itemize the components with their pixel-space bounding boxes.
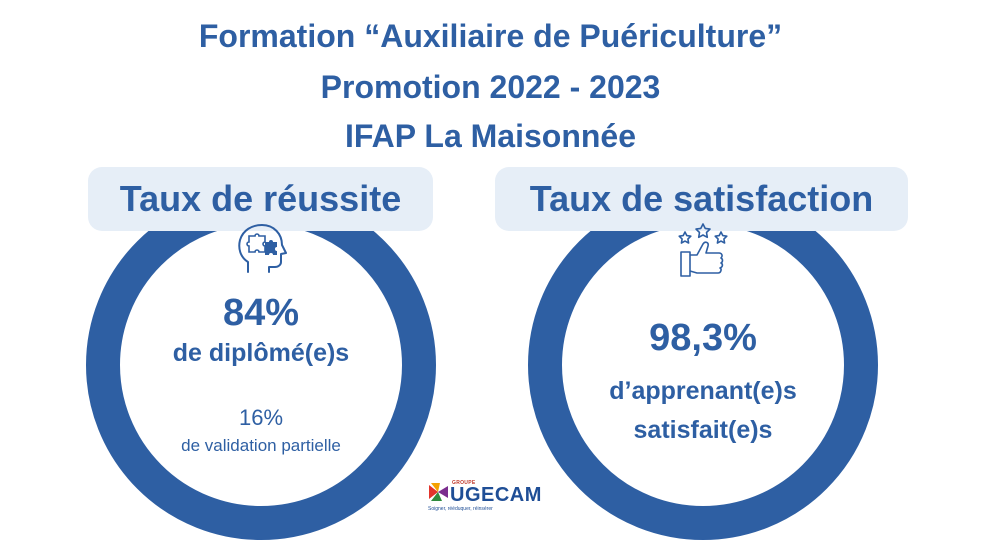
title-formation: Formation “Auxiliaire de Puériculture” (198, 18, 783, 54)
thumbs-up-stars-icon (678, 223, 728, 277)
satisfaction-label-line1: d’apprenant(e)s (609, 377, 797, 405)
success-title: Taux de réussite (119, 178, 402, 219)
title-institution: IFAP La Maisonnée (344, 118, 637, 154)
satisfaction-label-line2: satisfait(e)s (633, 416, 773, 444)
success-title-pill: Taux de réussite (88, 167, 433, 231)
ugecam-tagline: Soigner, rééduquer, réinsérer (428, 506, 493, 512)
satisfaction-title: Taux de satisfaction (529, 178, 874, 219)
success-rate-value: 84% (222, 292, 300, 334)
partial-validation-label: de validation partielle (181, 436, 341, 455)
title-promotion: Promotion 2022 - 2023 (320, 69, 661, 105)
ugecam-logo-mark-icon (429, 483, 448, 501)
brain-puzzle-icon (238, 224, 287, 273)
success-rate-label: de diplômé(e)s (172, 339, 350, 367)
ugecam-group-label: GROUPE (452, 480, 476, 486)
satisfaction-title-pill: Taux de satisfaction (495, 167, 908, 231)
ugecam-wordmark: UGECAM (450, 484, 542, 506)
partial-validation-value: 16% (238, 405, 284, 430)
satisfaction-rate-value: 98,3% (649, 317, 757, 359)
ugecam-logo: GROUPE UGECAM Soigner, rééduquer, réinsé… (428, 480, 544, 514)
